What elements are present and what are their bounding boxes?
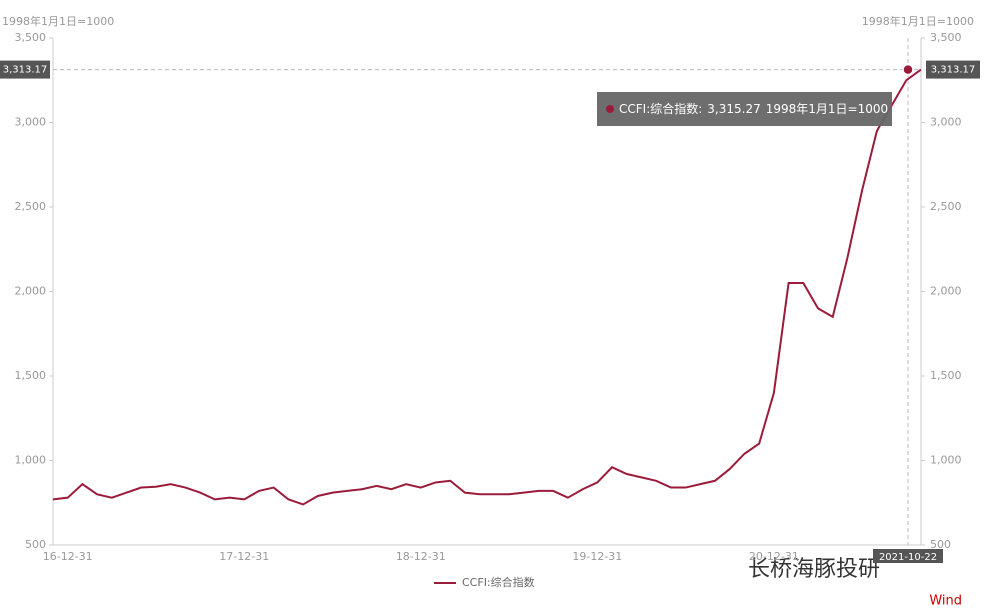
x-tick-label: 16-12-31 — [43, 550, 93, 563]
y2-tick-label: 500 — [930, 538, 951, 551]
x-tick-label: 19-12-31 — [572, 550, 622, 563]
x-tick-label: 17-12-31 — [219, 550, 269, 563]
crosshair-y-label: 3,313.17 — [3, 65, 48, 76]
y-tick-label: 3,000 — [15, 116, 47, 129]
y2-tick-label: 2,500 — [930, 200, 962, 213]
tooltip-box — [597, 92, 892, 126]
y-tick-label: 3,500 — [15, 31, 47, 44]
tooltip-text: CCFI:综合指数: 3,315.27 1998年1月1日=1000 — [619, 101, 888, 116]
y-tick-label: 2,500 — [15, 200, 47, 213]
y-tick-label: 2,000 — [15, 285, 47, 298]
x-tick-label: 18-12-31 — [396, 550, 446, 563]
crosshair-y-box — [0, 60, 50, 79]
tooltip-series: CCFI:综合指数: — [619, 101, 702, 116]
tooltip-unit: 1998年1月1日=1000 — [766, 102, 888, 116]
legend-label: CCFI:综合指数 — [462, 575, 535, 589]
hover-point — [902, 63, 914, 76]
y-unit: 1998年1月1日=1000 — [2, 14, 114, 28]
y2-unit: 1998年1月1日=1000 — [862, 14, 974, 28]
crosshair-y2-label: 3,313.17 — [931, 65, 976, 76]
tooltip-value: 3,315.27 — [707, 102, 760, 116]
y2-tick-label: 1,500 — [930, 369, 962, 382]
line — [52, 68, 922, 506]
watermark: 长桥海豚投研 — [748, 557, 880, 582]
y-tick-label: 1,000 — [15, 454, 47, 467]
crosshair-x-label: 2021-10-22 — [879, 552, 937, 563]
y2-tick-label: 3,000 — [930, 116, 962, 129]
crosshair-x-box — [873, 549, 943, 563]
source: Wind — [929, 594, 962, 609]
x-tick-label: 20-12-31 — [749, 550, 799, 563]
y2-tick-label: 1,000 — [930, 454, 962, 467]
y2-tick-label: 3,500 — [930, 31, 962, 44]
tooltip-dot — [606, 105, 614, 113]
y-tick-label: 1,500 — [15, 369, 47, 382]
y-tick-label: 500 — [25, 538, 46, 551]
crosshair-y2-box — [926, 60, 980, 79]
y2-tick-label: 2,000 — [930, 285, 962, 298]
